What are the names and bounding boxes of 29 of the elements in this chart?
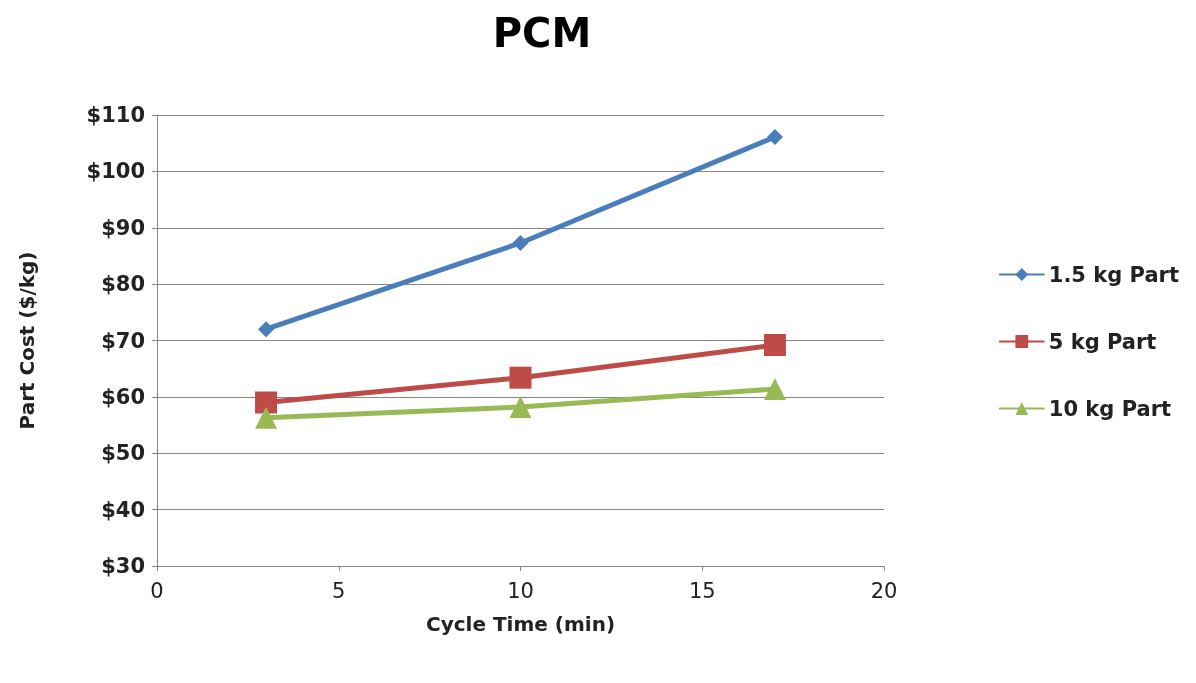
y-tick-label: $90	[101, 215, 145, 240]
legend-label: 10 kg Part	[1048, 396, 1172, 421]
x-tick-label: 0	[150, 578, 164, 603]
point	[512, 234, 529, 251]
point	[509, 396, 532, 419]
x-axis-title: Cycle Time (min)	[425, 612, 616, 636]
y-axis-title: Part Cost ($/kg)	[15, 251, 39, 430]
y-tick-label: $80	[101, 272, 145, 297]
legend-label: 1.5 kg Part	[1048, 262, 1179, 287]
point	[258, 321, 275, 338]
x-tick-label: 10	[507, 578, 534, 603]
y-tick-label: $50	[101, 441, 145, 466]
y-tick-label: $110	[86, 103, 145, 127]
x-tick-label: 5	[332, 578, 346, 603]
point	[255, 406, 278, 429]
x-tick-label: 20	[870, 578, 898, 603]
point	[763, 334, 786, 357]
x-tick-label: 15	[688, 578, 716, 603]
y-tick-label: $40	[101, 497, 145, 522]
y-tick-label: $30	[101, 554, 145, 578]
point	[766, 128, 783, 145]
y-tick-label: $60	[101, 384, 145, 409]
point	[763, 377, 786, 400]
y-tick-label: $70	[101, 328, 145, 353]
y-tick-label: $100	[86, 159, 145, 184]
point	[255, 391, 278, 414]
chart-title: PCM	[492, 10, 592, 56]
point	[509, 366, 532, 389]
legend-label: 5 kg Part	[1048, 329, 1157, 354]
